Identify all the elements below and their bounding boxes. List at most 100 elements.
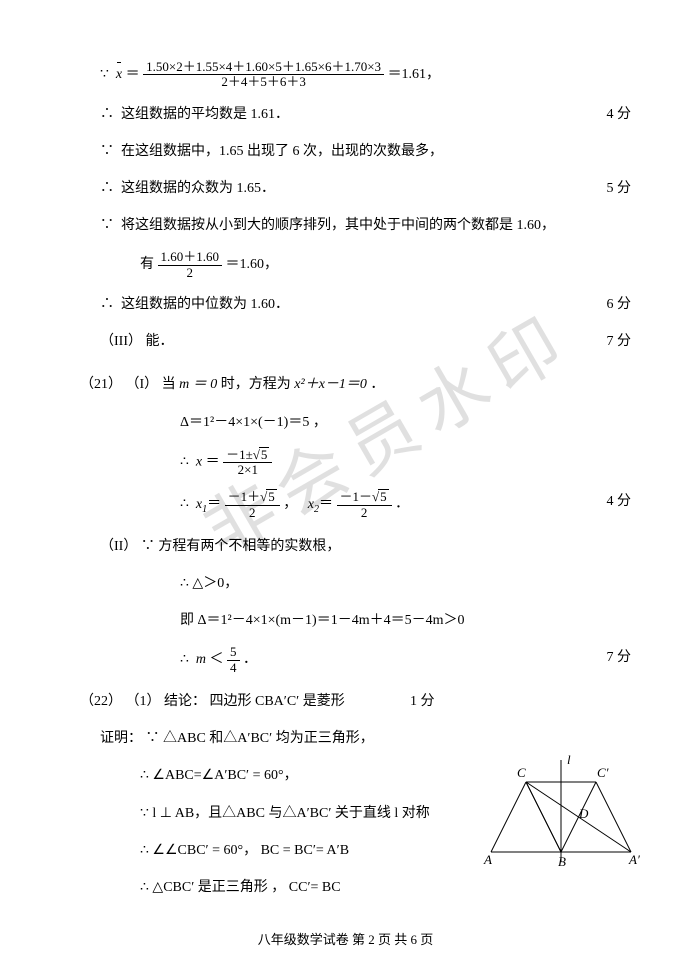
page-footer: 八年级数学试卷 第 2 页 共 6 页	[0, 929, 691, 948]
q22-conc-label: 结论：	[164, 694, 206, 709]
q21-label: （21）	[80, 377, 122, 392]
x1-den: 2	[225, 506, 280, 520]
mean-den: 2＋4＋5＋6＋3	[143, 75, 384, 89]
part3-text: 能．	[146, 334, 174, 349]
line-ac	[491, 782, 526, 852]
median-frac-line: 有 1.60＋1.60 2 ＝1.60，	[140, 250, 631, 280]
therefore-symbol: ∴	[100, 181, 114, 196]
x-prefix: x	[196, 454, 202, 469]
line-bc	[526, 782, 561, 852]
q22-proof-1: 证明： ∵ △ABC 和△A′BC′ 均为正三角形，	[100, 726, 631, 751]
therefore-symbol: ∴	[100, 297, 114, 312]
q21-part1-intro: （21） （I） 当 m ＝ 0 时，方程为 x²＋x－1＝0 ．	[80, 372, 631, 397]
x1-num: －1＋5	[225, 489, 280, 505]
mode-since: ∵ 在这组数据中，1.65 出现了 6 次，出现的次数最多，	[100, 139, 631, 164]
q22-l1: ∠ABC=∠A′BC′ = 60°，	[152, 768, 297, 783]
ff-den: 4	[227, 661, 240, 675]
median-tail: ＝1.60，	[226, 257, 279, 272]
m-lt: m	[196, 652, 206, 667]
median-text: 这组数据的中位数为 1.60．	[121, 297, 289, 312]
delta-gt-0: △＞0，	[192, 576, 238, 591]
m-eq-zero: m ＝ 0	[179, 377, 217, 392]
mean-tail: ＝1.61，	[388, 67, 441, 82]
q22-l2: l ⊥ AB，且△ABC 与△A′BC′ 关于直线 l 对称	[152, 806, 429, 821]
delta-line: Δ＝1²－4×1×(－1)＝5 ，	[180, 410, 631, 435]
x-den: 2×1	[223, 463, 272, 477]
score-4: 4 分	[607, 102, 632, 127]
therefore-symbol: ∴	[180, 454, 189, 469]
x-solution-line: ∴ x ＝ －1±5 2×1	[180, 447, 631, 478]
q22-l4: △CBC′ 是正三角形 ， CC′= BC	[152, 880, 340, 895]
mean-text: 这组数据的平均数是 1.61．	[121, 107, 289, 122]
x2-den: 2	[337, 506, 392, 520]
score-7b: 7 分	[607, 645, 632, 670]
score-7: 7 分	[607, 329, 632, 354]
q22-proof-5: ∴ △CBC′ 是正三角形 ， CC′= BC	[140, 875, 631, 900]
therefore-symbol: ∴	[180, 576, 189, 591]
part3-label: （III）	[100, 334, 142, 349]
score-5: 5 分	[607, 176, 632, 201]
median-conclusion: ∴ 这组数据的中位数为 1.60． 6 分	[100, 292, 631, 317]
label-a2: A′	[628, 852, 640, 867]
x1-fraction: －1＋5 2	[225, 489, 280, 520]
q21-p2-line2: ∴ △＞0，	[180, 571, 631, 596]
label-c: C	[517, 765, 526, 780]
x2-fraction: －1－5 2	[337, 489, 392, 520]
q22-l3: ∠∠CBC′ = 60°， BC = BC′= A′B	[152, 843, 349, 858]
score-6: 6 分	[607, 292, 632, 317]
q21-p1-label: （I）	[126, 377, 159, 392]
q21-p2-label: （II）	[100, 539, 137, 554]
q21-p1-b: 时，方程为	[221, 377, 291, 392]
median-num: 1.60＋1.60	[158, 250, 223, 265]
label-d: D	[578, 806, 589, 821]
x2-num: －1－5	[337, 489, 392, 505]
since-symbol: ∵	[141, 539, 155, 554]
q21-p2-line3: 即 Δ＝1²－4×1×(m－1)＝1－4m＋4＝5－4m＞0	[180, 608, 631, 633]
q22-l0: △ABC 和△A′BC′ 均为正三角形，	[163, 731, 374, 746]
q21-p2-line1: （II） ∵ 方程有两个不相等的实数根，	[100, 534, 631, 559]
mean-num: 1.50×2＋1.55×4＋1.60×5＋1.65×6＋1.70×3	[143, 60, 384, 75]
median-fraction: 1.60＋1.60 2	[158, 250, 223, 280]
q21-p2-tail: ．	[243, 652, 257, 667]
mode-conclusion: ∴ 这组数据的众数为 1.65． 5 分	[100, 176, 631, 201]
proof-label: 证明：	[100, 731, 142, 746]
five-fourths: 5 4	[227, 645, 240, 675]
mean-conclusion: ∴ 这组数据的平均数是 1.61． 4 分	[100, 102, 631, 127]
quad-eq: x²＋x－1＝0	[294, 377, 367, 392]
therefore-symbol: ∴	[140, 768, 149, 783]
median-den: 2	[158, 266, 223, 280]
ff-num: 5	[227, 645, 240, 660]
since-symbol: ∵	[146, 731, 160, 746]
x-fraction: －1±5 2×1	[223, 447, 272, 478]
mean-formula-line: ∵ x ＝ 1.50×2＋1.55×4＋1.60×5＋1.65×6＋1.70×3…	[100, 60, 631, 90]
score-1: 1 分	[410, 689, 435, 714]
q21-p1-a: 当	[162, 377, 176, 392]
therefore-symbol: ∴	[180, 497, 189, 512]
q21-tail: ．	[370, 377, 384, 392]
q22-conc: 四边形 CBA′C′ 是菱形	[210, 694, 345, 709]
q21-p2-line4: ∴ m ＜ 5 4 ． 7 分	[180, 645, 631, 675]
delta-tail: ，	[313, 415, 327, 430]
since-symbol: ∵	[100, 67, 109, 82]
part3-line: （III） 能． 7 分	[100, 329, 631, 354]
equals: ＝	[126, 67, 144, 82]
therefore-symbol: ∴	[100, 107, 114, 122]
x1-x2-line: ∴ x1＝ －1＋5 2 ， x2＝ －1－5 2 ． 4 分	[180, 489, 631, 520]
label-a: A	[483, 852, 492, 867]
xbar: x	[116, 62, 122, 87]
since-symbol: ∵	[140, 806, 149, 821]
x2-prefix: x2	[308, 497, 319, 512]
line-c2a2	[596, 782, 631, 852]
x1-prefix: x1	[196, 497, 207, 512]
therefore-symbol: ∴	[140, 880, 149, 895]
q22-sub: （1）	[126, 694, 161, 709]
mean-fraction: 1.50×2＋1.55×4＋1.60×5＋1.65×6＋1.70×3 2＋4＋5…	[143, 60, 384, 90]
mode-text: 这组数据的众数为 1.65．	[121, 181, 275, 196]
ji-label: 即	[180, 613, 194, 628]
q21-p2-text1: 方程有两个不相等的实数根，	[158, 539, 340, 554]
label-l: l	[567, 752, 571, 767]
q22-conclusion-line: （22） （1） 结论： 四边形 CBA′C′ 是菱形 1 分	[80, 689, 631, 714]
x-num: －1±5	[223, 447, 272, 463]
label-b: B	[558, 854, 566, 869]
comma: ，	[283, 497, 297, 512]
